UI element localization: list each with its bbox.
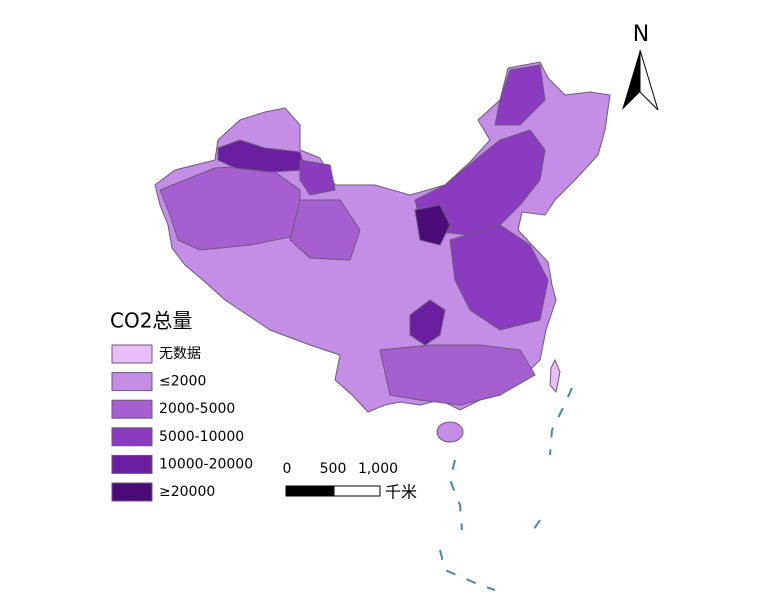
region-northeast [494, 64, 546, 126]
legend-title: CO2总量 [110, 309, 192, 333]
china-map [154, 61, 611, 591]
scale-unit: 千米 [385, 483, 417, 502]
legend-label: 2000-5000 [159, 401, 235, 417]
scale-white [333, 485, 381, 497]
region-qinghai [289, 199, 361, 261]
legend-label: 无数据 [159, 346, 201, 362]
region-east [449, 224, 549, 331]
legend: 无数据 ≤2000 2000-5000 5000-10000 10000-20000 ≥2… [111, 344, 253, 502]
legend-swatch [111, 372, 153, 392]
region-sichuan [409, 299, 446, 346]
scale-black [285, 485, 335, 497]
arrow-right [639, 49, 659, 111]
boundary-dashes [439, 387, 573, 591]
legend-label: 10000-20000 [159, 456, 253, 472]
taiwan [549, 358, 561, 394]
legend-swatch [111, 454, 153, 474]
scale-label: 1,000 [358, 461, 398, 477]
scale-bar: 0 500 1,000 千米 [283, 461, 417, 502]
scale-label: 500 [320, 461, 347, 477]
region-core [414, 204, 451, 246]
legend-swatch [111, 344, 153, 364]
legend-label: ≤2000 [159, 374, 206, 390]
north-arrow: N [622, 22, 659, 111]
hainan [436, 421, 464, 443]
arrow-left [622, 50, 640, 110]
region-xj-east [299, 159, 336, 196]
north-label: N [633, 22, 649, 47]
legend-label: 5000-10000 [159, 429, 244, 445]
region-south [379, 344, 536, 406]
legend-swatch [111, 482, 153, 502]
legend-label: ≥20000 [159, 484, 215, 500]
legend-swatch [111, 427, 153, 447]
scale-label: 0 [283, 461, 292, 477]
legend-swatch [111, 399, 153, 419]
